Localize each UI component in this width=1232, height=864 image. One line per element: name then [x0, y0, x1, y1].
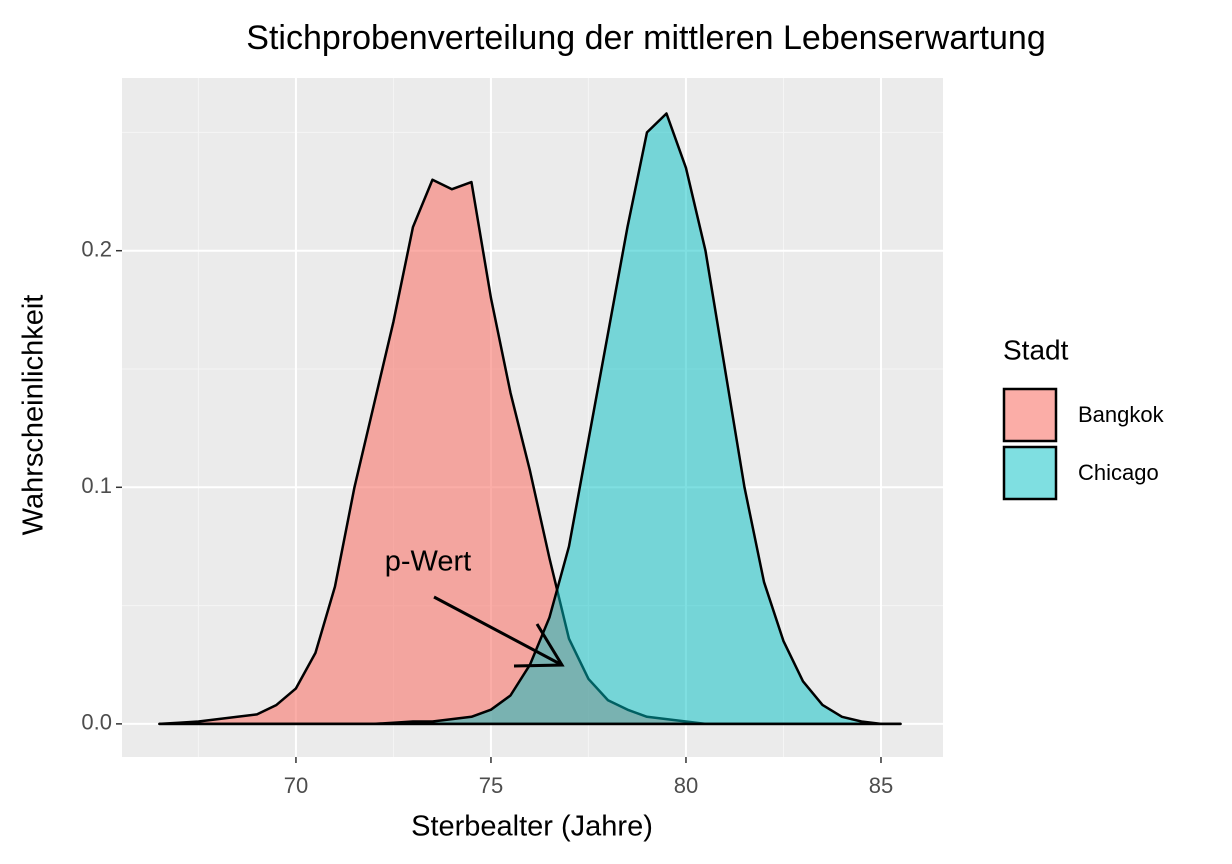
annotation-arrowhead: [513, 623, 565, 668]
annotation: p-Wert: [385, 546, 471, 578]
legend-title: Stadt: [1003, 334, 1069, 365]
legend-label: Bangkok: [1078, 402, 1165, 427]
density-area: [158, 112, 902, 726]
x-axis-title: Sterbealter (Jahre): [411, 811, 653, 843]
y-tick-label: 0.1: [81, 473, 112, 498]
x-tick-label: 75: [479, 773, 503, 798]
annotation-arrow: [433, 595, 563, 667]
legend-swatch: [1002, 445, 1058, 501]
legend-label: Chicago: [1078, 460, 1159, 485]
legend-swatch: [1002, 387, 1058, 443]
y-tick-label: 0.2: [81, 237, 112, 262]
x-tick-label: 80: [674, 773, 698, 798]
chart-title: Stichprobenverteilung der mittleren Lebe…: [246, 19, 1045, 57]
x-tick-label: 85: [869, 773, 893, 798]
x-tick-label: 70: [284, 773, 308, 798]
y-tick-label: 0.0: [81, 710, 112, 735]
y-axis-title: Wahrscheinlichkeit: [18, 295, 50, 536]
